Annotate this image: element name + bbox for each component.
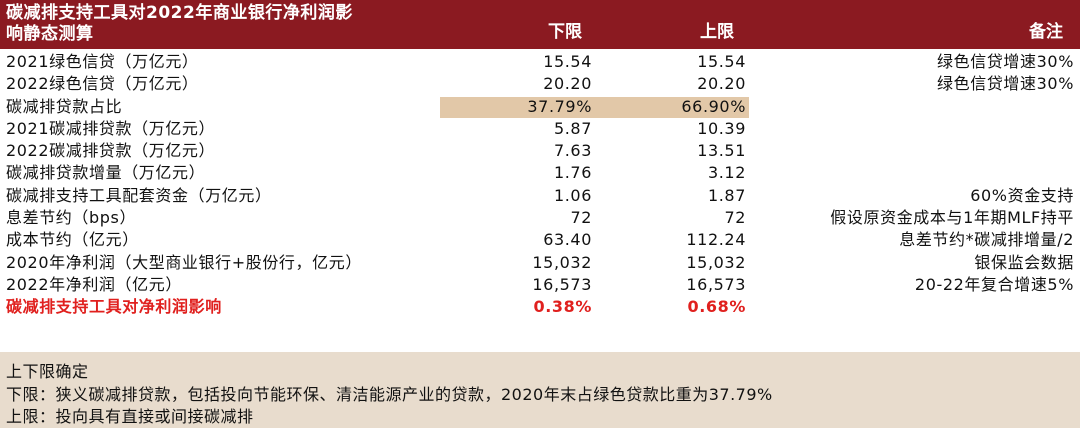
row-label: 碳减排贷款增量（万亿元） (6, 163, 206, 183)
row-high-value: 20.20 (697, 74, 746, 94)
row-low-value: 63.40 (543, 230, 592, 250)
row-note: 60%资金支持 (970, 185, 1074, 205)
table-row-result: 碳减排支持工具对净利润影响 0.38% 0.68% (0, 296, 1080, 318)
table-row-highlighted: 碳减排贷款占比 37.79% 66.90% (0, 96, 1080, 118)
table-body: 2021绿色信贷（万亿元） 15.54 15.54 绿色信贷增速30% 2022… (0, 51, 1080, 319)
row-low-value: 20.20 (543, 74, 592, 94)
footnote-lower-bound: 下限：狭义碳减排贷款，包括投向节能环保、清洁能源产业的贷款，2020年末占绿色贷… (6, 385, 773, 404)
row-label: 息差节约（bps） (6, 208, 137, 228)
row-label: 2020年净利润（大型商业银行+股份行，亿元） (6, 252, 362, 272)
column-header-low: 下限 (548, 22, 582, 42)
row-label: 成本节约（亿元） (6, 230, 139, 250)
row-high-value: 112.24 (686, 230, 746, 250)
row-low-value: 1.76 (553, 163, 592, 183)
column-header-note: 备注 (1029, 22, 1063, 42)
row-label: 碳减排贷款占比 (6, 96, 123, 116)
table-title: 碳减排支持工具对2022年商业银行净利润影 响静态测算 (6, 3, 446, 45)
row-high-value: 15.54 (697, 52, 746, 71)
row-high-value: 72 (724, 208, 746, 228)
row-high-value: 16,573 (686, 274, 746, 294)
row-low-value: 0.38% (533, 297, 592, 317)
table-row: 2022绿色信贷（万亿元） 20.20 20.20 绿色信贷增速30% (0, 73, 1080, 95)
row-label: 碳减排支持工具对净利润影响 (6, 297, 222, 317)
row-low-value: 37.79% (527, 96, 592, 116)
row-note: 假设原资金成本与1年期MLF持平 (830, 208, 1074, 228)
highlight-band (440, 96, 749, 118)
title-line-1: 碳减排支持工具对2022年商业银行净利润影 (6, 3, 353, 23)
row-high-value: 15,032 (686, 252, 746, 272)
row-high-value: 13.51 (697, 141, 746, 161)
row-note: 息差节约*碳减排增量/2 (899, 230, 1074, 250)
table-row: 2021碳减排贷款（万亿元） 5.87 10.39 (0, 118, 1080, 140)
table-row: 碳减排支持工具配套资金（万亿元） 1.06 1.87 60%资金支持 (0, 185, 1080, 207)
row-label: 2022年净利润（亿元） (6, 274, 182, 294)
row-note: 绿色信贷增速30% (937, 52, 1074, 71)
row-high-value: 3.12 (707, 163, 746, 183)
row-high-value: 10.39 (697, 118, 746, 138)
row-note: 银保监会数据 (974, 252, 1074, 272)
footnote-heading: 上下限确定 (6, 362, 89, 381)
table-row: 息差节约（bps） 72 72 假设原资金成本与1年期MLF持平 (0, 207, 1080, 229)
row-label: 2021绿色信贷（万亿元） (6, 52, 199, 71)
row-label: 碳减排支持工具配套资金（万亿元） (6, 185, 272, 205)
table-row: 成本节约（亿元） 63.40 112.24 息差节约*碳减排增量/2 (0, 229, 1080, 251)
row-low-value: 15,032 (532, 252, 592, 272)
row-label: 2022绿色信贷（万亿元） (6, 74, 199, 94)
row-low-value: 72 (570, 208, 592, 228)
footnote-box: 上下限确定 下限：狭义碳减排贷款，包括投向节能环保、清洁能源产业的贷款，2020… (0, 352, 1080, 428)
table-row: 碳减排贷款增量（万亿元） 1.76 3.12 (0, 162, 1080, 184)
table-row: 2022碳减排贷款（万亿元） 7.63 13.51 (0, 140, 1080, 162)
table-row: 2021绿色信贷（万亿元） 15.54 15.54 绿色信贷增速30% (0, 51, 1080, 73)
row-low-value: 7.63 (553, 141, 592, 161)
title-line-2: 响静态测算 (6, 24, 94, 44)
column-header-high: 上限 (700, 22, 734, 42)
row-note: 20-22年复合增速5% (914, 274, 1074, 294)
row-label: 2021碳减排贷款（万亿元） (6, 118, 216, 138)
footnote-upper-bound: 上限：投向具有直接或间接碳减排 (6, 407, 254, 426)
row-low-value: 5.87 (553, 118, 592, 138)
row-low-value: 1.06 (553, 185, 592, 205)
table-row: 2020年净利润（大型商业银行+股份行，亿元） 15,032 15,032 银保… (0, 252, 1080, 274)
row-low-value: 15.54 (543, 52, 592, 71)
row-note: 绿色信贷增速30% (937, 74, 1074, 94)
table-row: 2022年净利润（亿元） 16,573 16,573 20-22年复合增速5% (0, 274, 1080, 296)
row-label: 2022碳减排贷款（万亿元） (6, 141, 216, 161)
row-low-value: 16,573 (532, 274, 592, 294)
table-header: 碳减排支持工具对2022年商业银行净利润影 响静态测算 下限 上限 备注 (0, 0, 1080, 49)
row-high-value: 1.87 (707, 185, 746, 205)
row-high-value: 66.90% (681, 96, 746, 116)
row-high-value: 0.68% (687, 297, 746, 317)
